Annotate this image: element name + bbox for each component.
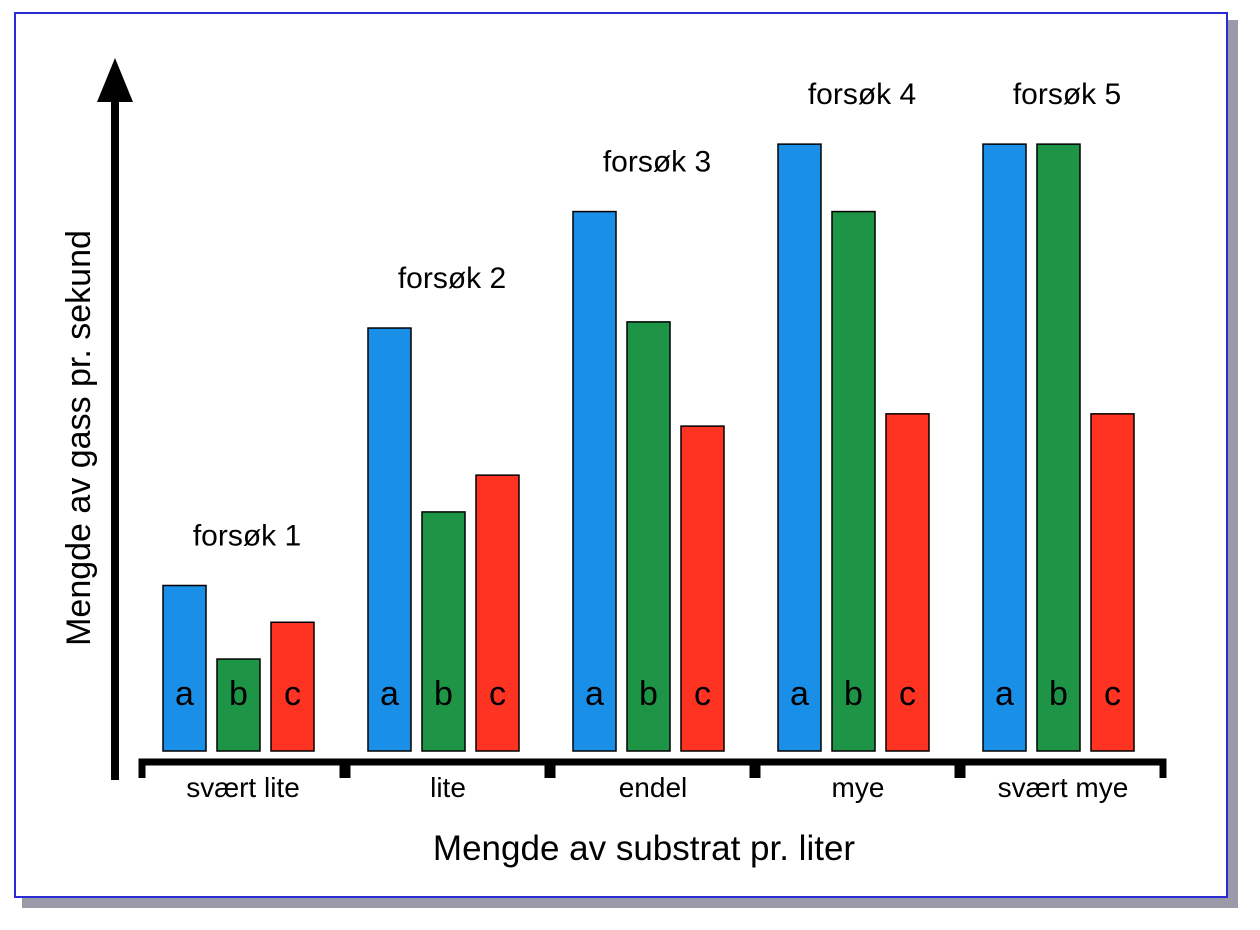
group-label: forsøk 4 xyxy=(808,78,916,111)
bar-series-label: c xyxy=(1104,675,1121,713)
group-label: forsøk 1 xyxy=(193,519,301,552)
y-axis-label: Mengde av gass pr. sekund xyxy=(60,230,98,646)
category-bracket xyxy=(548,758,757,778)
bar-series-label: b xyxy=(639,675,658,713)
bar-series-label: b xyxy=(434,675,453,713)
bar-series-label: c xyxy=(899,675,916,713)
group-label: forsøk 2 xyxy=(398,262,506,295)
bar-series-label: c xyxy=(489,675,506,713)
bar-series-label: a xyxy=(585,675,604,713)
bar-series-label: c xyxy=(284,675,301,713)
bar xyxy=(1090,413,1135,752)
y-axis-arrow-icon xyxy=(97,58,133,102)
bar-series-label: a xyxy=(175,675,194,713)
bar xyxy=(885,413,930,752)
bar xyxy=(680,425,725,752)
category-bracket xyxy=(138,758,347,778)
category-bracket xyxy=(958,758,1167,778)
bar-series-label: b xyxy=(1049,675,1068,713)
x-tick-label: mye xyxy=(832,772,885,803)
bar xyxy=(367,327,412,752)
bar-series-label: b xyxy=(844,675,863,713)
bar-series-label: a xyxy=(380,675,399,713)
x-tick-label: endel xyxy=(619,772,688,803)
category-bracket xyxy=(343,758,552,778)
bar-series-label: a xyxy=(995,675,1014,713)
bar xyxy=(270,621,315,752)
group-label: forsøk 5 xyxy=(1013,78,1121,111)
bar xyxy=(626,321,671,752)
bar xyxy=(1036,143,1081,752)
x-axis-label: Mengde av substrat pr. liter xyxy=(433,829,855,868)
bar-series-label: b xyxy=(229,675,248,713)
bar xyxy=(831,210,876,752)
bar xyxy=(475,474,520,752)
x-tick-label: svært lite xyxy=(186,772,300,803)
bar xyxy=(982,143,1027,752)
category-bracket xyxy=(753,758,962,778)
bar-series-label: c xyxy=(694,675,711,713)
x-tick-label: svært mye xyxy=(998,772,1129,803)
bar xyxy=(572,210,617,752)
bar xyxy=(421,511,466,752)
bar xyxy=(777,143,822,752)
bar xyxy=(216,658,261,752)
group-label: forsøk 3 xyxy=(603,146,711,179)
bar-series-label: a xyxy=(790,675,809,713)
bar xyxy=(162,584,207,752)
x-tick-label: lite xyxy=(430,772,466,803)
y-axis xyxy=(97,58,133,780)
